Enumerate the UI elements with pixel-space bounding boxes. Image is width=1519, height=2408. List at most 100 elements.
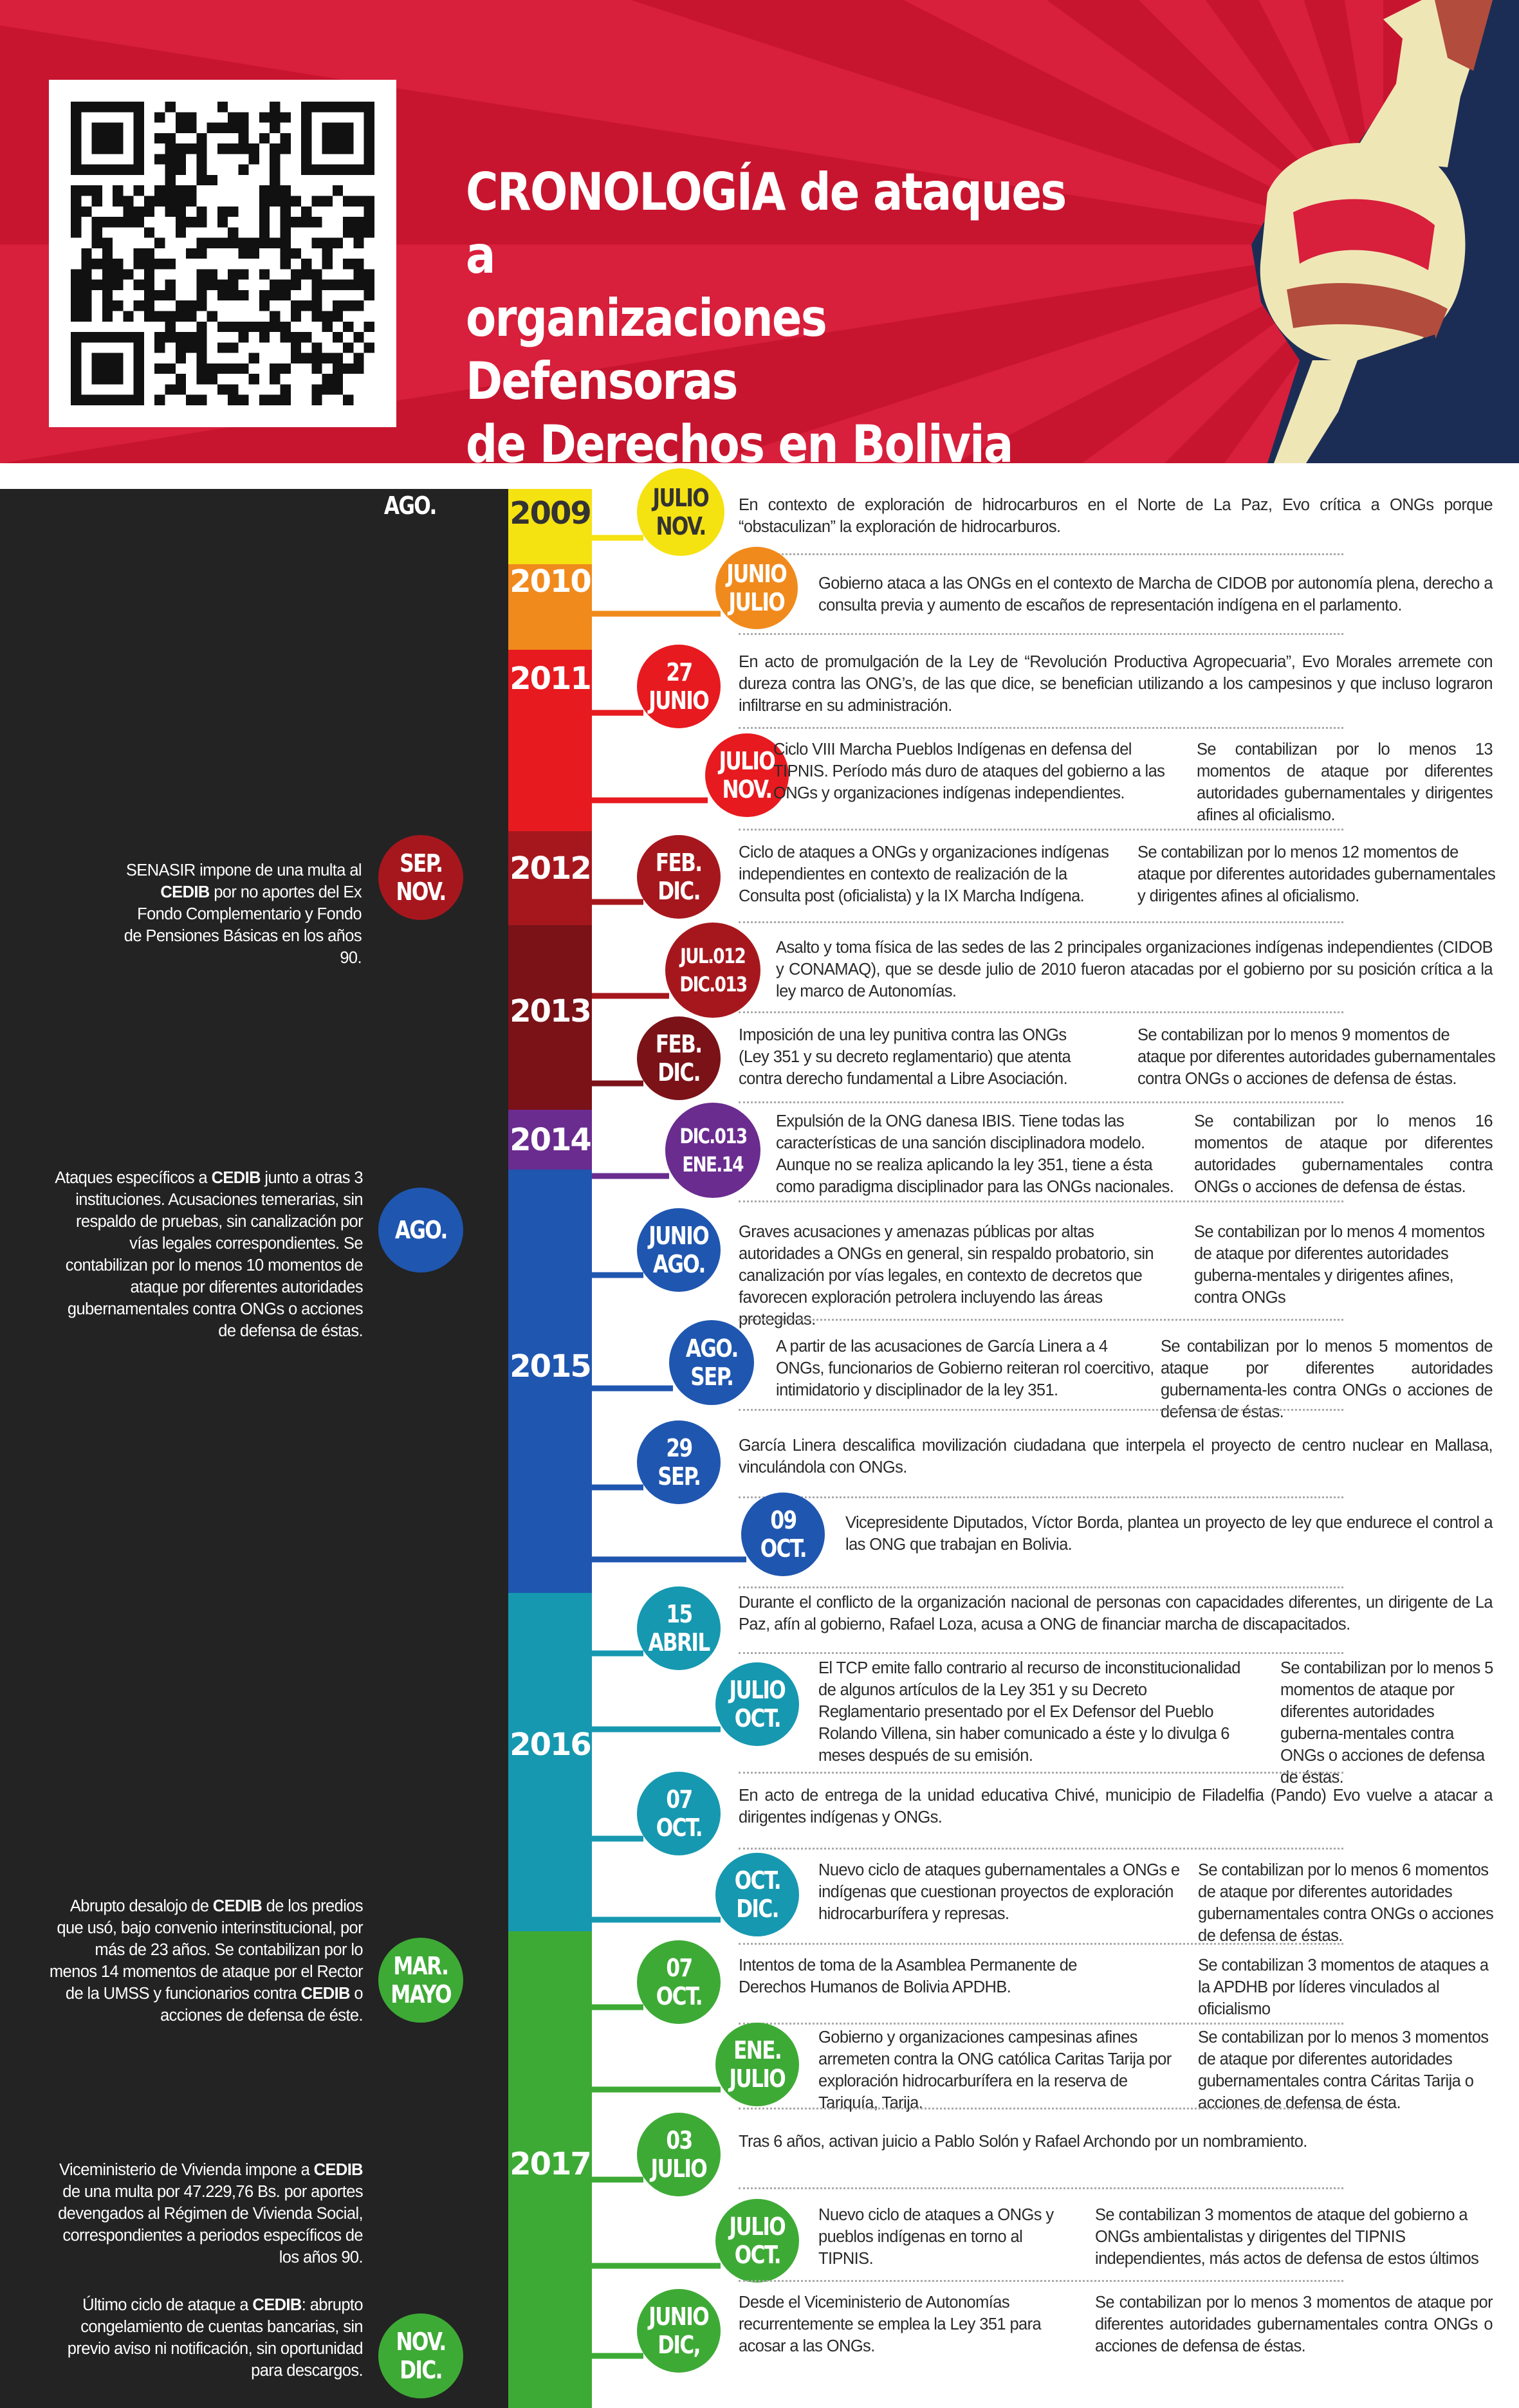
event-text: Nuevo ciclo de ataques a ONGs y pueblos … [818, 2206, 1054, 2268]
year-segment [508, 1593, 592, 1931]
divider [739, 553, 1343, 555]
event-text: Vicepresidente Diputados, Víctor Borda, … [845, 1514, 1493, 1554]
divider [739, 727, 1343, 729]
event-date-badge: JULIO NOV. [637, 468, 724, 556]
event-text: Gobierno y organizaciones campesinas afi… [818, 2028, 1172, 2112]
year-segment [508, 925, 592, 1110]
event-text: A partir de las acusaciones de García Li… [776, 1337, 1154, 1399]
event-count: Se contabilizan por lo menos 5 momentos … [1161, 1337, 1493, 1421]
event-date-badge: 03 JULIO [637, 2113, 721, 2196]
year-2012: 2012 [510, 850, 592, 887]
event-date-badge: JUL.012 DIC.013 [665, 923, 760, 1018]
page-title: CRONOLOGÍA de ataques a organizaciones D… [466, 161, 1102, 463]
year-segment [508, 1931, 592, 2408]
year-2010: 2010 [510, 564, 592, 600]
event-date-badge: ENE. JULIO [715, 2023, 799, 2106]
event-date-badge: 27 JUNIO [637, 645, 721, 728]
cedib-date-badge: AGO. [378, 1188, 463, 1273]
event-text: Expulsión de la ONG danesa IBIS. Tiene t… [776, 1112, 1174, 1196]
event-date-badge: JUNIO AGO. [637, 1208, 721, 1292]
event-text: Graves acusaciones y amenazas públicas p… [739, 1223, 1154, 1328]
event-text: Tras 6 años, activan juicio a Pablo Soló… [739, 2133, 1307, 2151]
event-count: Se contabilizan por lo menos 4 momentos … [1194, 1223, 1485, 1307]
cedib-sidebar [0, 489, 508, 2408]
year-2011: 2011 [510, 661, 592, 697]
event-date-badge: JUNIO DIC, [637, 2289, 721, 2373]
year-segment [508, 1110, 592, 1170]
event-date-badge: 07 OCT. [637, 1940, 721, 2024]
divider [739, 1101, 1343, 1103]
event-date-badge: 07 OCT. [637, 1772, 721, 1855]
year-2009: 2009 [510, 495, 592, 531]
event-text: Imposición de una ley punitiva contra la… [739, 1026, 1071, 1088]
divider [739, 829, 1343, 831]
event-count: Se contabilizan por lo menos 5 momentos … [1280, 1659, 1493, 1787]
event-text: Gobierno ataca a las ONGs en el contexto… [818, 574, 1493, 614]
divider [739, 1011, 1343, 1013]
cedib-event-text: Abrupto desalojo de CEDIB de los predios… [49, 1897, 364, 2025]
year-segment [508, 1170, 592, 1593]
event-text: En acto de promulgación de la Ley de “Re… [739, 653, 1493, 715]
event-text: El TCP emite fallo contrario al recurso … [818, 1659, 1240, 1765]
event-text: Asalto y toma física de las sedes de las… [776, 939, 1493, 1000]
title-line-1: CRONOLOGÍA de ataques a [466, 162, 1067, 285]
event-text: Ciclo VIII Marcha Pueblos Indígenas en d… [773, 740, 1165, 802]
event-text: En acto de entrega de la unidad educativ… [739, 1787, 1493, 1826]
qr-code[interactable] [49, 80, 396, 427]
year-2015: 2015 [510, 1348, 592, 1384]
event-text: Ciclo de ataques a ONGs y organizaciones… [739, 843, 1109, 905]
year-2014: 2014 [510, 1122, 592, 1158]
divider [739, 921, 1343, 923]
cedib-event-text: Viceministerio de Vivienda impone a CEDI… [58, 2161, 364, 2266]
year-segment [508, 489, 592, 564]
event-date-badge: JULIO OCT. [715, 1662, 799, 1746]
title-line-2: organizaciones Defensoras [466, 288, 827, 411]
divider [739, 633, 1343, 635]
title-line-3: de Derechos en Bolivia [466, 414, 1013, 463]
divider [739, 1319, 1343, 1321]
event-text: Desde el Viceministerio de Autonomías re… [739, 2293, 1042, 2355]
event-count: Se contabilizan 3 momentos de ataques a … [1198, 1956, 1489, 2018]
event-date-badge: JUNIO JULIO [715, 547, 798, 629]
event-text: En contexto de exploración de hidrocarbu… [739, 496, 1493, 536]
divider [739, 1943, 1343, 1945]
divider [739, 2023, 1343, 2025]
event-date-badge: DIC.013 ENE.14 [665, 1103, 760, 1198]
event-text: Nuevo ciclo de ataques gubernamentales a… [818, 1861, 1180, 1923]
event-text: Intentos de toma de la Asamblea Permanen… [739, 1956, 1077, 1996]
divider [739, 1848, 1343, 1850]
divider [739, 2280, 1343, 2282]
divider [739, 1652, 1343, 1654]
year-2016: 2016 [510, 1727, 592, 1763]
event-count: Se contabilizan por lo menos 6 momentos … [1198, 1861, 1494, 1945]
cedib-date-badge: SEP. NOV. [378, 835, 463, 920]
year-2017: 2017 [510, 2146, 592, 2182]
event-count: Se contabilizan por lo menos 13 momentos… [1197, 740, 1493, 824]
divider [739, 1409, 1343, 1411]
event-count: Se contabilizan por lo menos 3 momentos … [1095, 2293, 1493, 2355]
cedib-date-badge: FEB. AGO. [383, 463, 437, 520]
event-date-badge: JULIO OCT. [715, 2199, 799, 2283]
event-date-badge: FEB. DIC. [637, 1016, 721, 1100]
divider [739, 1200, 1343, 1202]
timeline-connectors [508, 489, 746, 2408]
event-count: Se contabilizan por lo menos 12 momentos… [1137, 843, 1496, 905]
raised-fist-icon [1251, 0, 1519, 463]
sunburst-ray [953, 244, 1383, 463]
header-banner: CRONOLOGÍA de ataques a organizaciones D… [0, 0, 1519, 463]
divider [739, 1586, 1343, 1588]
event-date-badge: 15 ABRIL [637, 1586, 721, 1670]
event-count: Se contabilizan 3 momentos de ataque del… [1095, 2206, 1479, 2268]
sunburst-ray [631, 0, 1383, 244]
cedib-date-badge: NOV. DIC. [378, 2313, 463, 2398]
divider [739, 1496, 1343, 1498]
divider [739, 2187, 1343, 2189]
event-date-badge: AGO. SEP. [669, 1320, 754, 1405]
event-date-badge: JULIO NOV. [705, 733, 789, 817]
event-text: García Linera descalifica movilización c… [739, 1437, 1493, 1476]
event-count: Se contabilizan por lo menos 3 momentos … [1198, 2028, 1489, 2112]
qr-code-icon [71, 102, 374, 405]
event-count: Se contabilizan por lo menos 9 momentos … [1137, 1026, 1496, 1088]
cedib-event-text: Último ciclo de ataque a CEDIB: abrupto … [67, 2296, 364, 2380]
cedib-event-text: Ataques específicos a CEDIB junto a otra… [55, 1169, 363, 1340]
